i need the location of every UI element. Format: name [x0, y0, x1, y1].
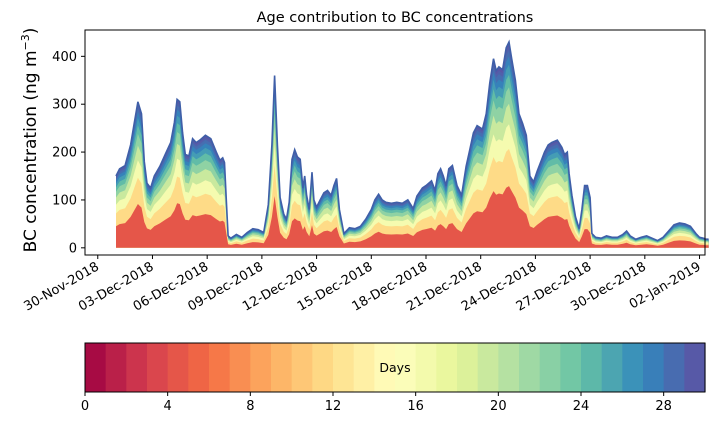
colorbar-tick-label: 4 — [164, 399, 172, 414]
age-layer-1 — [116, 186, 709, 248]
colorbar-bin — [436, 343, 458, 392]
colorbar-bin — [353, 343, 375, 392]
colorbar-tick-label: 12 — [325, 399, 342, 414]
colorbar-bin — [498, 343, 520, 392]
colorbar-bin — [457, 343, 479, 392]
colorbar-bin — [477, 343, 499, 392]
colorbar-tick-label: 0 — [81, 399, 89, 414]
colorbar-bin — [291, 343, 313, 392]
y-axis-label-main: BC concentration (ng m — [21, 50, 41, 252]
total-line — [115, 39, 709, 242]
colorbar-bin — [374, 343, 396, 392]
colorbar: 0 4 8 12 16 20 24 28 — [81, 342, 706, 414]
y-tick-label: 0 — [69, 241, 77, 256]
colorbar-bin — [539, 343, 561, 392]
colorbar-bin — [209, 343, 231, 392]
colorbar-tick-label: 24 — [573, 399, 590, 414]
y-axis-label: BC concentration (ng m−3) — [19, 28, 41, 253]
colorbar-bin — [167, 343, 189, 392]
y-tick-label: 300 — [52, 98, 77, 113]
colorbar-bin — [105, 343, 127, 392]
y-axis-label-sup: −3 — [19, 34, 32, 50]
colorbar-tick-label: 20 — [490, 399, 507, 414]
colorbar-bin — [333, 343, 355, 392]
colorbar-bin — [250, 343, 272, 392]
colorbar-bin — [663, 343, 685, 392]
colorbar-bin — [147, 343, 169, 392]
colorbar-label: Days — [379, 360, 410, 375]
y-tick-label: 200 — [52, 146, 77, 161]
y-axis-label-close: ) — [21, 28, 41, 35]
colorbar-bin — [560, 343, 582, 392]
chart-title: Age contribution to BC concentrations — [257, 10, 534, 26]
colorbar-bin — [601, 343, 623, 392]
colorbar-bin — [643, 343, 665, 392]
colorbar-bin — [312, 343, 334, 392]
colorbar-bin — [622, 343, 644, 392]
colorbar-bin — [519, 343, 541, 392]
colorbar-bin — [85, 343, 107, 392]
colorbar-tick-label: 8 — [246, 399, 254, 414]
y-tick-label: 100 — [52, 193, 77, 208]
plot-area — [115, 39, 709, 248]
colorbar-bin — [271, 343, 293, 392]
axes-frame — [84, 29, 706, 256]
colorbar-bin — [684, 343, 706, 392]
colorbar-tick-label: 28 — [655, 399, 672, 414]
colorbar-tick-label: 16 — [407, 399, 424, 414]
colorbar-bin — [395, 343, 417, 392]
colorbar-bin — [229, 343, 251, 392]
y-tick-label: 400 — [52, 50, 77, 65]
colorbar-bin — [188, 343, 210, 392]
colorbar-bin — [126, 343, 148, 392]
colorbar-frame — [84, 342, 706, 393]
colorbar-bin — [415, 343, 437, 392]
colorbar-bin — [581, 343, 603, 392]
